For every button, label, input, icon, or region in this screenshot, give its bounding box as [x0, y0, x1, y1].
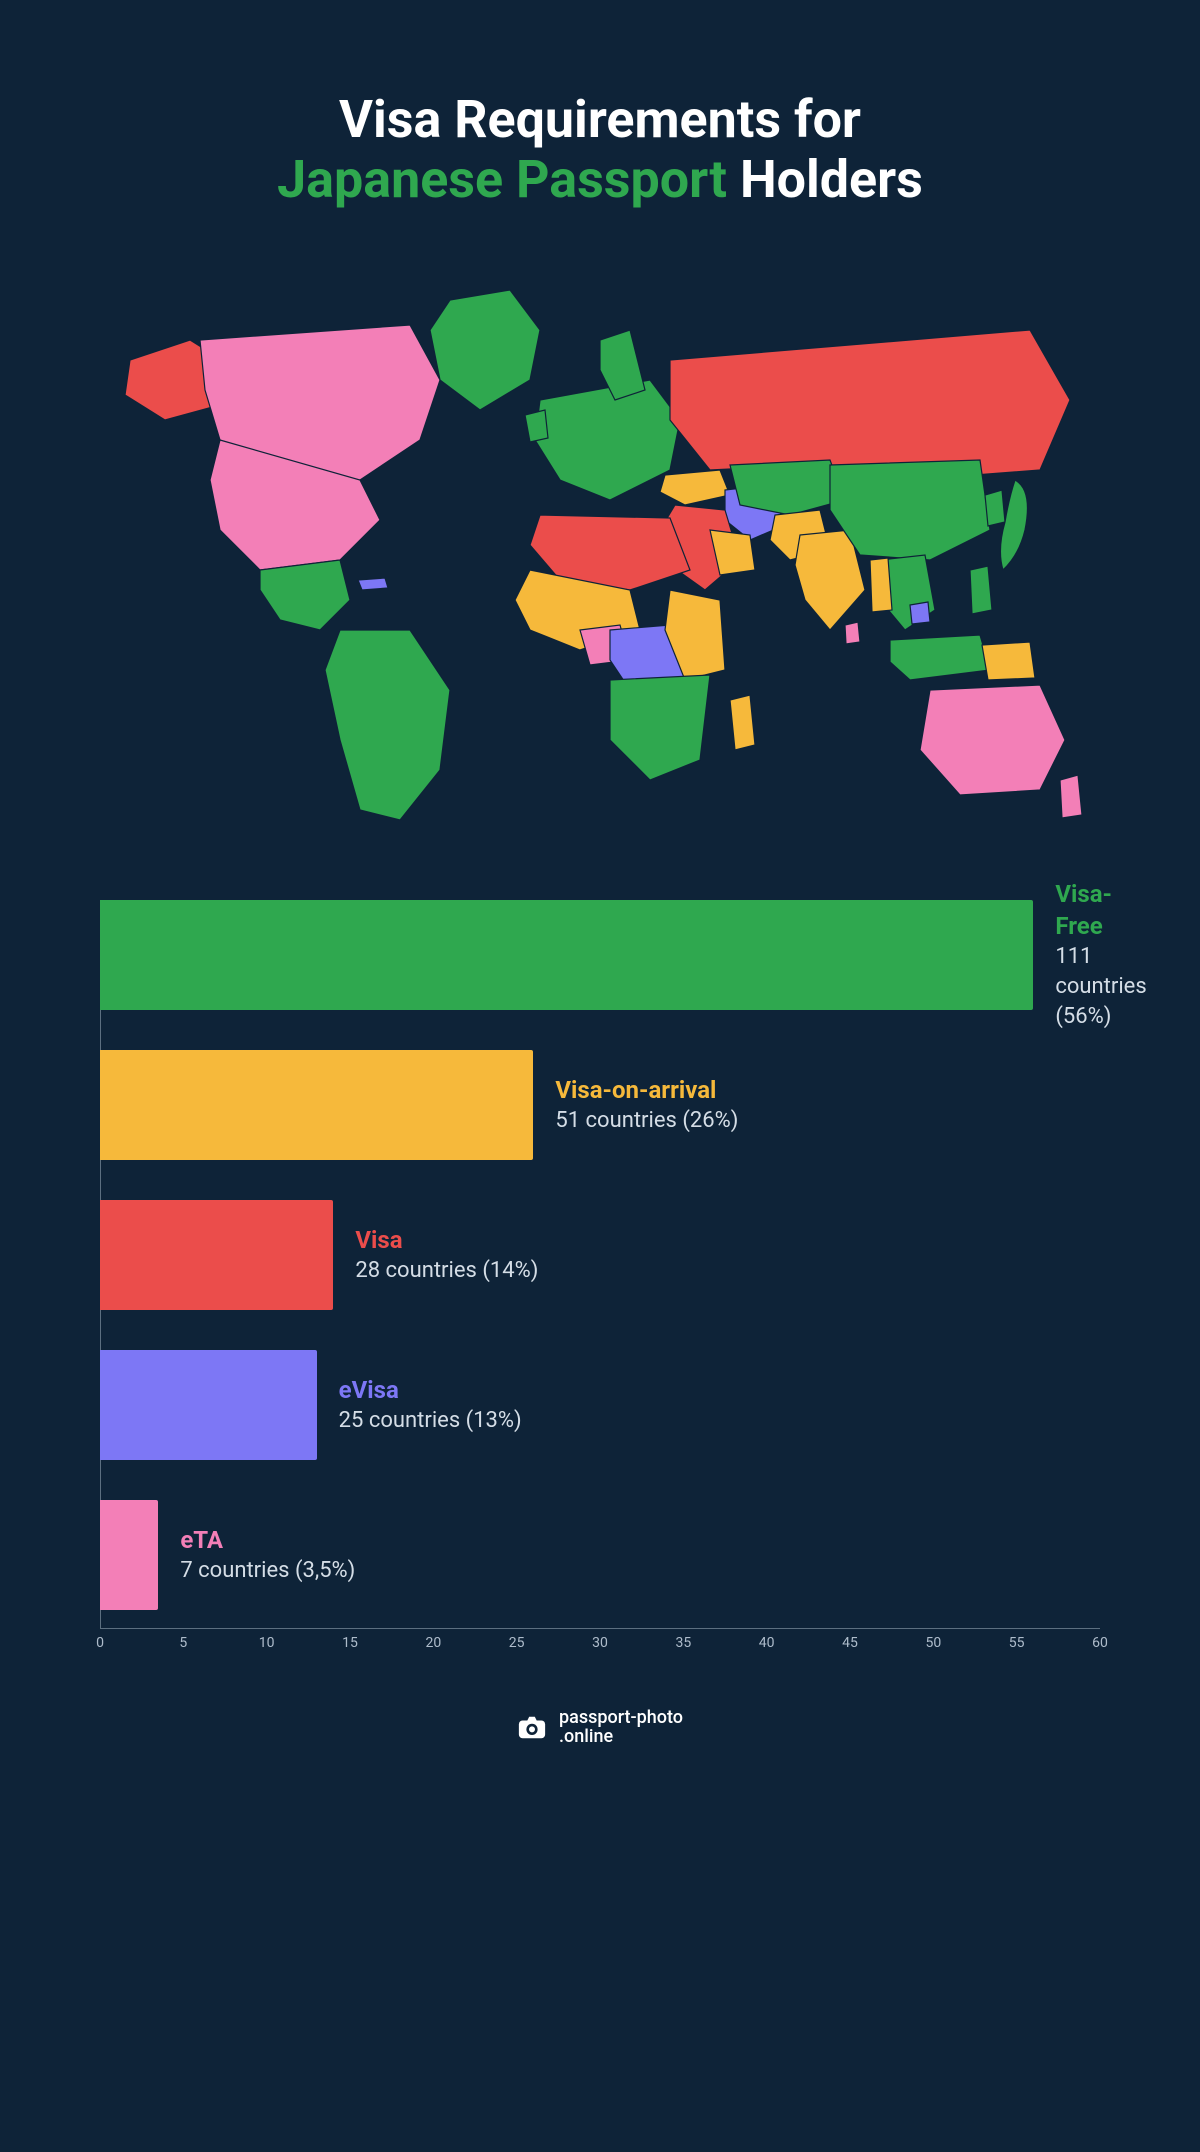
bar-visa_on_arrival — [100, 1050, 533, 1160]
bars-container: Visa-Free111 countries (56%) Visa-on-arri… — [100, 900, 1100, 1610]
map-south-america — [325, 630, 450, 820]
bar-row: eTA7 countries (3,5%) — [100, 1500, 1100, 1610]
map-russia — [670, 330, 1070, 480]
map-uk — [525, 410, 548, 442]
world-map — [90, 270, 1110, 830]
map-cuba — [358, 578, 388, 590]
bar-chart: Visa-Free111 countries (56%) Visa-on-arri… — [100, 900, 1100, 1658]
x-tick: 30 — [592, 1635, 608, 1651]
title-line1: Visa Requirements for — [339, 89, 861, 150]
bar-category: Visa — [355, 1224, 538, 1256]
map-cambodia — [910, 602, 930, 624]
bar-subtext: 28 countries (14%) — [355, 1256, 538, 1286]
x-tick: 50 — [925, 1635, 941, 1651]
map-mexico — [260, 560, 350, 630]
x-tick: 5 — [179, 1635, 187, 1651]
brand-line1: passport-photo — [559, 1708, 683, 1728]
map-central-asia — [730, 460, 845, 515]
bar-row: Visa28 countries (14%) — [100, 1200, 1100, 1310]
x-tick: 55 — [1009, 1635, 1025, 1651]
x-tick: 35 — [675, 1635, 691, 1651]
x-axis: 051015202530354045505560 — [100, 1628, 1100, 1658]
page-title: Visa Requirements for Japanese Passport … — [90, 90, 1110, 210]
bar-category: Visa-on-arrival — [555, 1074, 738, 1106]
bar-label: Visa28 countries (14%) — [355, 1224, 538, 1286]
map-australia — [920, 685, 1065, 795]
map-myanmar — [870, 558, 892, 612]
footer-brand: passport-photo .online — [90, 1708, 1110, 1748]
brand-line2: .online — [559, 1727, 683, 1747]
bar-label: Visa-on-arrival51 countries (26%) — [555, 1074, 738, 1136]
map-madagascar — [730, 695, 755, 750]
x-tick: 25 — [509, 1635, 525, 1651]
camera-icon — [517, 1712, 547, 1742]
brand-text: passport-photo .online — [559, 1708, 683, 1748]
bar-row: eVisa25 countries (13%) — [100, 1350, 1100, 1460]
map-png — [982, 642, 1035, 680]
world-map-svg — [110, 270, 1090, 830]
map-indonesia — [890, 635, 990, 680]
bar-category: eTA — [180, 1524, 355, 1556]
map-china — [830, 460, 990, 560]
bar-subtext: 25 countries (13%) — [339, 1406, 522, 1436]
bar-row: Visa-Free111 countries (56%) — [100, 900, 1100, 1010]
bar-subtext: 111 countries (56%) — [1055, 942, 1146, 1031]
x-tick: 20 — [425, 1635, 441, 1651]
bar-subtext: 7 countries (3,5%) — [180, 1556, 355, 1586]
map-japan — [1000, 480, 1027, 570]
bar-eta — [100, 1500, 158, 1610]
x-tick: 0 — [96, 1635, 104, 1651]
bar-label: eTA7 countries (3,5%) — [180, 1524, 355, 1586]
map-europe — [535, 380, 680, 500]
bar-visa_free — [100, 900, 1033, 1010]
bar-subtext: 51 countries (26%) — [555, 1106, 738, 1136]
bar-category: Visa-Free — [1055, 878, 1146, 943]
map-greenland — [430, 290, 540, 410]
title-rest: Holders — [727, 149, 923, 210]
map-turkey — [660, 470, 730, 505]
bar-evisa — [100, 1350, 317, 1460]
bar-label: eVisa25 countries (13%) — [339, 1374, 522, 1436]
x-tick: 45 — [842, 1635, 858, 1651]
x-tick: 60 — [1092, 1635, 1108, 1651]
title-accent: Japanese Passport — [277, 149, 727, 210]
map-newzealand — [1060, 775, 1082, 818]
bar-visa — [100, 1200, 333, 1310]
x-tick: 10 — [259, 1635, 275, 1651]
map-korea — [985, 490, 1005, 526]
x-tick: 15 — [342, 1635, 358, 1651]
bar-row: Visa-on-arrival51 countries (26%) — [100, 1050, 1100, 1160]
bar-category: eVisa — [339, 1374, 522, 1406]
x-tick: 40 — [759, 1635, 775, 1651]
bar-label: Visa-Free111 countries (56%) — [1055, 878, 1146, 1032]
infographic-card: Visa Requirements for Japanese Passport … — [40, 40, 1160, 1787]
map-philippines — [970, 566, 992, 614]
map-srilanka — [845, 622, 860, 644]
map-southern-africa — [610, 675, 710, 780]
